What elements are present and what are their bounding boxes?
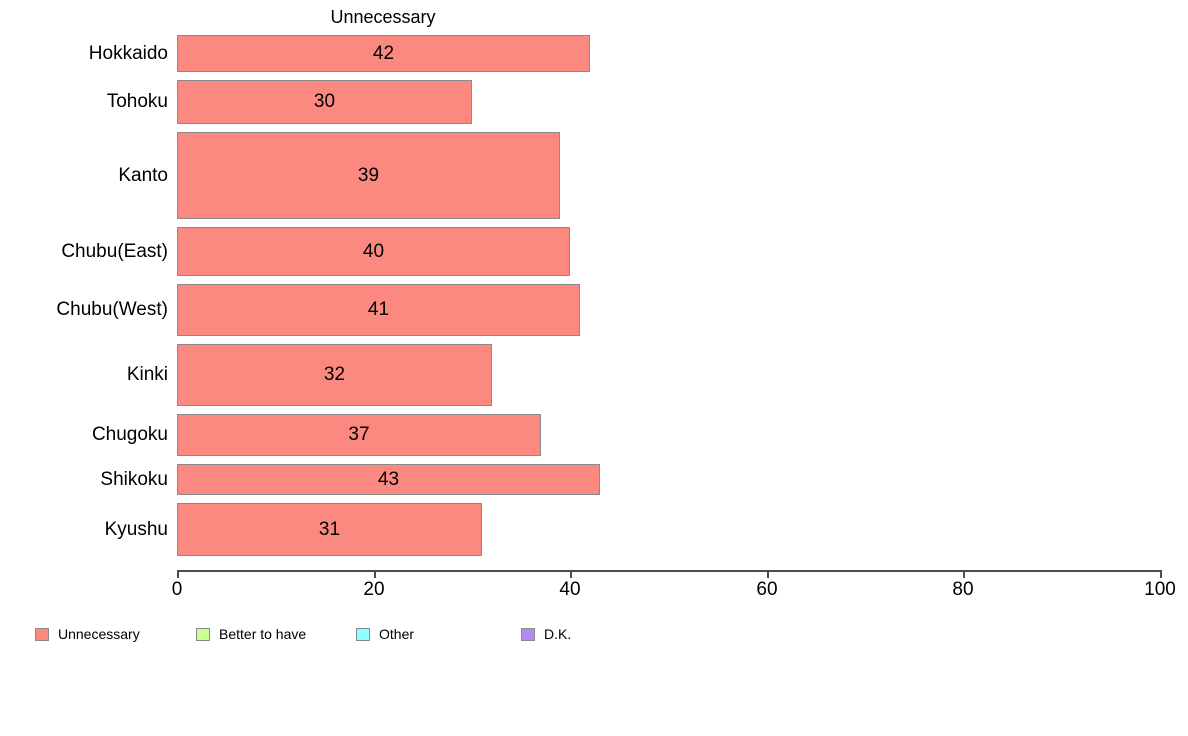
category-label: Hokkaido xyxy=(0,35,168,72)
bar-value-label: 30 xyxy=(314,91,335,113)
legend-label: Other xyxy=(379,626,414,642)
chart-row: Hokkaido 42 xyxy=(0,35,1188,72)
legend-item-other: Other xyxy=(356,626,414,642)
bar: 37 xyxy=(177,414,541,456)
chart-row: Chugoku 37 xyxy=(0,414,1188,456)
category-label: Chugoku xyxy=(0,414,168,456)
bar-value-label: 41 xyxy=(368,299,389,321)
category-label: Kyushu xyxy=(0,503,168,556)
legend-item-better-to-have: Better to have xyxy=(196,626,306,642)
bar-value-label: 37 xyxy=(348,424,369,446)
legend-item-unnecessary: Unnecessary xyxy=(35,626,140,642)
bar-value-label: 43 xyxy=(378,469,399,491)
x-axis-tick xyxy=(1160,570,1162,578)
x-axis-tick xyxy=(570,570,572,578)
chart-row: Shikoku 43 xyxy=(0,464,1188,495)
chart-title: Unnecessary xyxy=(330,7,435,28)
category-label: Kanto xyxy=(0,132,168,219)
bar-value-label: 40 xyxy=(363,241,384,263)
category-label: Shikoku xyxy=(0,464,168,495)
legend-swatch-icon xyxy=(196,628,210,641)
x-axis-tick-label: 20 xyxy=(363,579,384,601)
x-axis-tick xyxy=(177,570,179,578)
legend-label: Better to have xyxy=(219,626,306,642)
bar: 42 xyxy=(177,35,590,72)
bar-value-label: 42 xyxy=(373,43,394,65)
bar: 32 xyxy=(177,344,492,406)
x-axis-tick-label: 60 xyxy=(756,579,777,601)
legend-item-dk: D.K. xyxy=(521,626,571,642)
bar: 40 xyxy=(177,227,570,276)
category-label: Chubu(West) xyxy=(0,284,168,336)
category-label: Kinki xyxy=(0,344,168,406)
x-axis-tick-label: 100 xyxy=(1144,579,1176,601)
chart-row: Kanto 39 xyxy=(0,132,1188,219)
bar-chart: Unnecessary Hokkaido 42 Tohoku 30 Kanto 39 Chu… xyxy=(0,0,1188,736)
bar: 41 xyxy=(177,284,580,336)
chart-row: Kinki 32 xyxy=(0,344,1188,406)
bar: 31 xyxy=(177,503,482,556)
legend-swatch-icon xyxy=(35,628,49,641)
bar-value-label: 39 xyxy=(358,165,379,187)
legend-swatch-icon xyxy=(356,628,370,641)
bar: 30 xyxy=(177,80,472,124)
bar-value-label: 31 xyxy=(319,519,340,541)
bar: 43 xyxy=(177,464,600,495)
category-label: Chubu(East) xyxy=(0,227,168,276)
chart-row: Chubu(East) 40 xyxy=(0,227,1188,276)
chart-row: Tohoku 30 xyxy=(0,80,1188,124)
x-axis-tick xyxy=(374,570,376,578)
x-axis-tick xyxy=(767,570,769,578)
legend-swatch-icon xyxy=(521,628,535,641)
x-axis-tick-label: 40 xyxy=(559,579,580,601)
legend-label: Unnecessary xyxy=(58,626,140,642)
bar: 39 xyxy=(177,132,560,219)
x-axis-line xyxy=(177,570,1160,572)
x-axis-tick-label: 80 xyxy=(952,579,973,601)
legend-label: D.K. xyxy=(544,626,571,642)
x-axis-tick-label: 0 xyxy=(172,579,183,601)
category-label: Tohoku xyxy=(0,80,168,124)
x-axis-tick xyxy=(963,570,965,578)
chart-row: Kyushu 31 xyxy=(0,503,1188,556)
chart-row: Chubu(West) 41 xyxy=(0,284,1188,336)
bar-value-label: 32 xyxy=(324,364,345,386)
